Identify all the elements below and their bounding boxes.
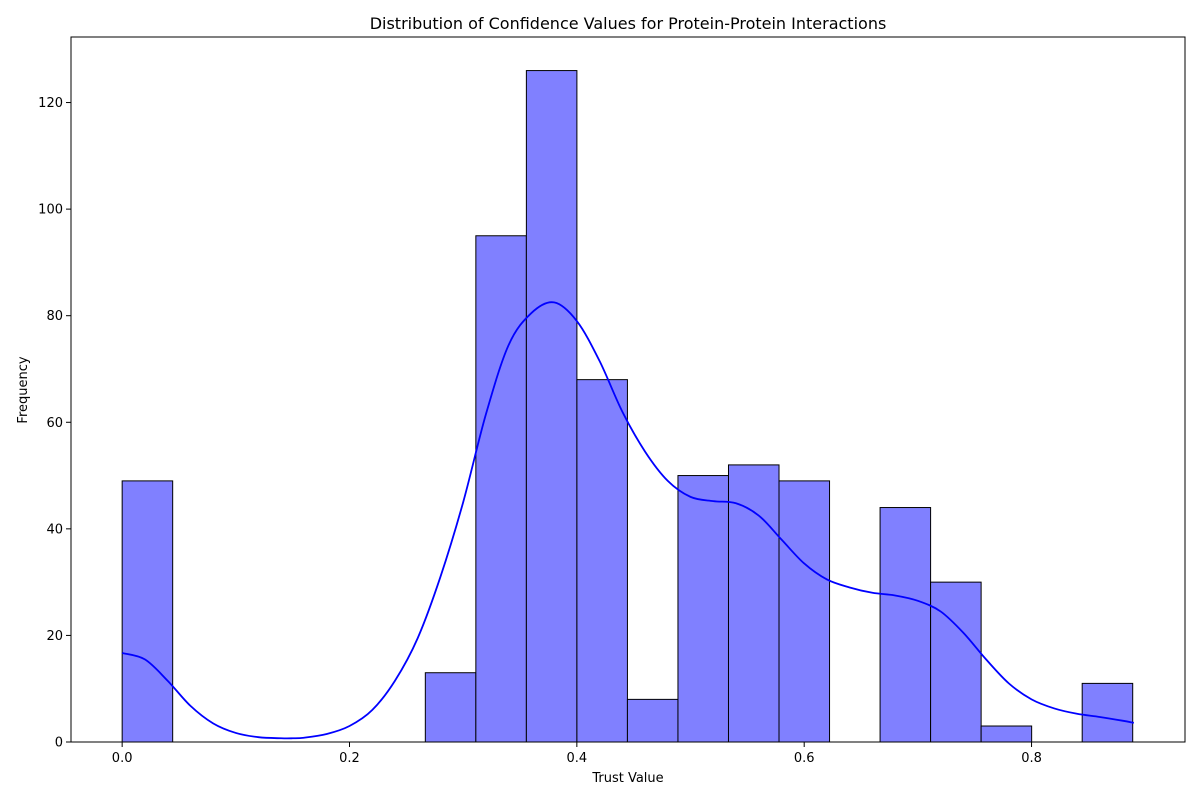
histogram-bar xyxy=(626,698,679,743)
y-tick-label: 60 xyxy=(46,416,63,431)
histogram-bar xyxy=(475,235,527,743)
x-tick-label: 0.8 xyxy=(1021,751,1042,766)
x-tick-label: 0.6 xyxy=(794,751,815,766)
x-tick-label: 0.2 xyxy=(339,751,360,766)
histogram-bar xyxy=(121,480,174,743)
y-tick-label: 40 xyxy=(46,522,63,537)
histogram-bar xyxy=(980,725,1033,743)
x-axis-label: Trust Value xyxy=(591,771,663,786)
chart-title: Distribution of Confidence Values for Pr… xyxy=(370,14,887,33)
plot-frame xyxy=(70,36,1186,743)
y-axis-ticks: 0 20 40 60 80 100 120 xyxy=(38,96,71,751)
x-tick-label: 0.4 xyxy=(567,751,588,766)
histogram-bar xyxy=(576,379,628,743)
y-tick-label: 0 xyxy=(55,736,63,751)
x-axis-ticks: 0.0 0.2 0.4 0.6 0.8 xyxy=(112,742,1042,766)
histogram-bar xyxy=(677,475,729,743)
y-tick-label: 100 xyxy=(38,203,63,218)
y-axis-label: Frequency xyxy=(16,356,31,423)
histogram-bar xyxy=(879,507,932,743)
kde-curve xyxy=(121,301,1135,740)
histogram-bar xyxy=(1081,682,1134,743)
x-tick-label: 0.0 xyxy=(112,751,133,766)
y-tick-label: 80 xyxy=(46,309,63,324)
y-tick-label: 20 xyxy=(46,629,63,644)
histogram-bar xyxy=(424,672,477,743)
histogram-bar xyxy=(778,480,831,743)
histogram-bar xyxy=(525,70,578,743)
y-tick-label: 120 xyxy=(38,96,63,111)
histogram-bar xyxy=(727,464,780,743)
histogram-bar xyxy=(930,581,982,743)
bars-layer xyxy=(121,70,1134,743)
